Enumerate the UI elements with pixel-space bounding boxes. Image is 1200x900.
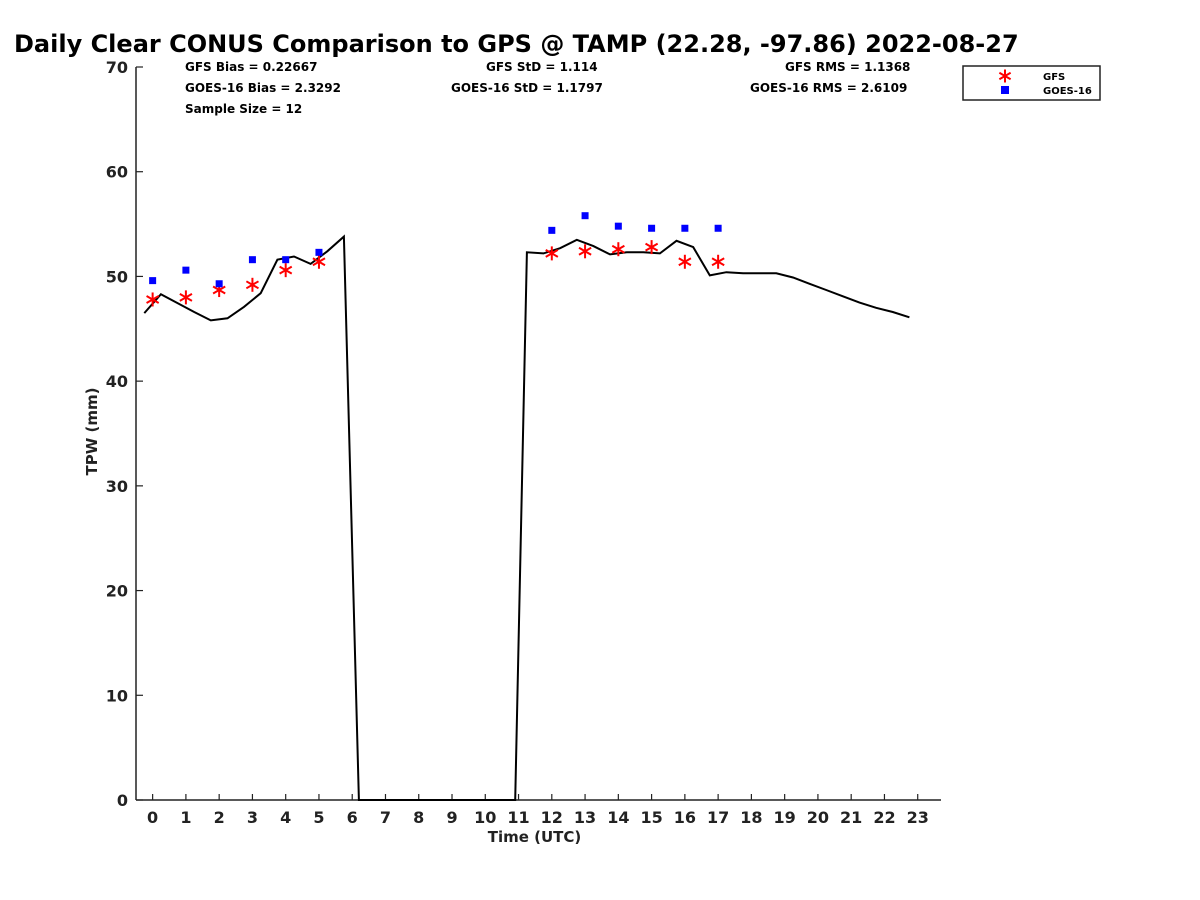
x-tick-label: 13 bbox=[574, 808, 596, 827]
x-tick-label: 0 bbox=[147, 808, 158, 827]
gfs-point bbox=[279, 263, 293, 278]
y-tick-label: 30 bbox=[106, 477, 128, 496]
goes16-point bbox=[282, 256, 290, 264]
x-tick-label: 17 bbox=[707, 808, 729, 827]
x-tick-label: 6 bbox=[347, 808, 358, 827]
x-tick-label: 8 bbox=[413, 808, 424, 827]
x-tick-label: 19 bbox=[774, 808, 796, 827]
x-tick-label: 2 bbox=[214, 808, 225, 827]
goes16-point bbox=[548, 226, 556, 234]
x-axis-label: Time (UTC) bbox=[488, 828, 582, 846]
gfs-point bbox=[711, 254, 725, 269]
gfs-point bbox=[245, 277, 259, 292]
gfs-bias-stat: GFS Bias = 0.22667 bbox=[185, 60, 318, 74]
goes16-point bbox=[648, 224, 656, 232]
y-tick-label: 20 bbox=[106, 582, 128, 601]
gps-series-line bbox=[143, 234, 910, 801]
x-tick-label: 7 bbox=[380, 808, 391, 827]
goes16-point bbox=[215, 280, 223, 288]
goes16-point bbox=[581, 212, 589, 220]
gfs-rms-stat: GFS RMS = 1.1368 bbox=[785, 60, 911, 74]
y-tick-label: 70 bbox=[106, 58, 128, 77]
legend-goes16-marker bbox=[1001, 86, 1009, 94]
x-tick-label: 10 bbox=[474, 808, 496, 827]
y-tick-label: 60 bbox=[106, 163, 128, 182]
gfs-point bbox=[312, 254, 326, 269]
chart-title: Daily Clear CONUS Comparison to GPS @ TA… bbox=[14, 30, 1019, 58]
goes16-point bbox=[315, 248, 323, 256]
goes16-point bbox=[714, 224, 722, 232]
x-tick-label: 16 bbox=[674, 808, 696, 827]
gfs-point bbox=[578, 244, 592, 259]
y-tick-label: 40 bbox=[106, 372, 128, 391]
y-tick-label: 0 bbox=[117, 791, 128, 810]
x-tick-label: 18 bbox=[740, 808, 762, 827]
x-tick-label: 15 bbox=[640, 808, 662, 827]
goes16-point bbox=[149, 277, 157, 285]
y-axis-label: TPW (mm) bbox=[83, 388, 101, 476]
x-tick-label: 20 bbox=[807, 808, 829, 827]
goes16-point bbox=[248, 256, 256, 264]
x-tick-label: 5 bbox=[313, 808, 324, 827]
x-tick-label: 9 bbox=[446, 808, 457, 827]
goes-rms-stat: GOES-16 RMS = 2.6109 bbox=[750, 81, 908, 95]
legend-label: GOES-16 bbox=[1043, 86, 1092, 97]
y-tick-label: 50 bbox=[106, 267, 128, 286]
gfs-point bbox=[545, 246, 559, 261]
x-tick-label: 22 bbox=[873, 808, 895, 827]
x-tick-label: 11 bbox=[507, 808, 529, 827]
gfs-point bbox=[146, 292, 160, 307]
x-tick-label: 1 bbox=[180, 808, 191, 827]
gfs-point bbox=[179, 290, 193, 305]
x-tick-label: 3 bbox=[247, 808, 258, 827]
gfs-point bbox=[645, 240, 659, 255]
legend-box bbox=[962, 65, 1101, 101]
x-tick-label: 12 bbox=[541, 808, 563, 827]
legend-gfs-marker bbox=[998, 69, 1012, 83]
x-tick-label: 4 bbox=[280, 808, 291, 827]
sample-size-stat: Sample Size = 12 bbox=[185, 102, 303, 116]
goes-bias-stat: GOES-16 Bias = 2.3292 bbox=[185, 81, 341, 95]
gfs-point bbox=[678, 254, 692, 269]
goes16-point bbox=[182, 266, 190, 274]
x-tick-label: 23 bbox=[907, 808, 929, 827]
goes16-point bbox=[614, 222, 622, 230]
gfs-std-stat: GFS StD = 1.114 bbox=[486, 60, 598, 74]
x-tick-label: 14 bbox=[607, 808, 629, 827]
goes16-point bbox=[681, 224, 689, 232]
goes-std-stat: GOES-16 StD = 1.1797 bbox=[451, 81, 603, 95]
gfs-point bbox=[611, 242, 625, 257]
x-tick-label: 21 bbox=[840, 808, 862, 827]
legend-label: GFS bbox=[1043, 72, 1065, 83]
y-tick-label: 10 bbox=[106, 686, 128, 705]
